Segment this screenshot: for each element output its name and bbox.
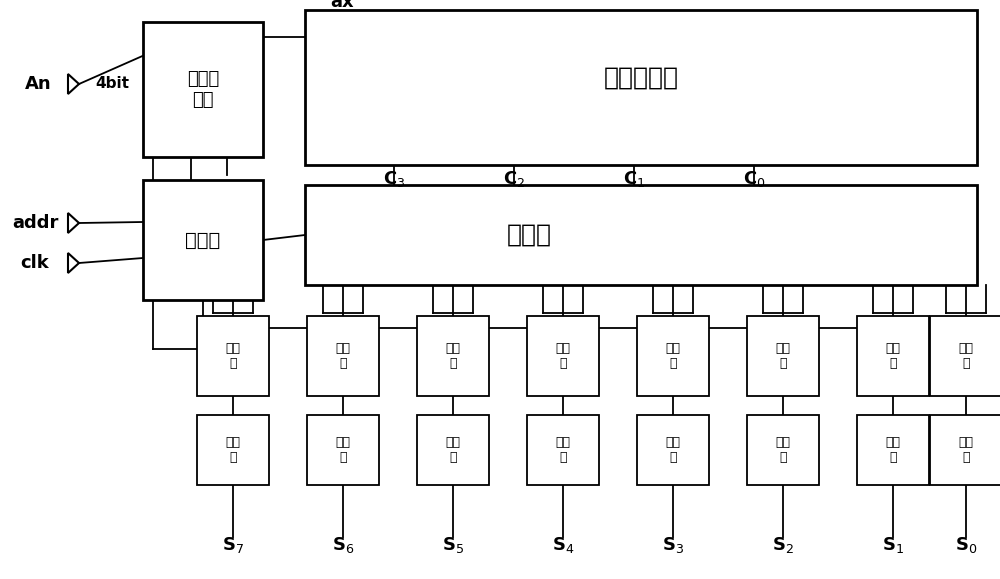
Bar <box>857 316 929 396</box>
Text: 寄存
器: 寄存 器 <box>556 436 570 464</box>
Text: An: An <box>25 75 52 93</box>
Text: $\mathbf{S}_{1}$: $\mathbf{S}_{1}$ <box>882 535 904 555</box>
Bar <box>930 316 1000 396</box>
Text: 加法
器: 加法 器 <box>556 342 570 370</box>
Text: 寄存
器: 寄存 器 <box>446 436 460 464</box>
Text: 寄存
器: 寄存 器 <box>776 436 790 464</box>
Text: 寄存
器: 寄存 器 <box>666 436 680 464</box>
Text: 加法
器: 加法 器 <box>336 342 351 370</box>
Text: addr: addr <box>12 214 58 232</box>
Bar <box>305 10 977 165</box>
Text: $\mathbf{S}_{5}$: $\mathbf{S}_{5}$ <box>442 535 464 555</box>
Bar <box>527 316 599 396</box>
Text: 寄存
器: 寄存 器 <box>226 436 240 464</box>
Text: $\mathbf{C}_{1}$: $\mathbf{C}_{1}$ <box>623 169 645 189</box>
Text: 加法
器: 加法 器 <box>446 342 460 370</box>
Bar <box>527 415 599 485</box>
Text: 4bit: 4bit <box>95 76 129 91</box>
Text: $\mathbf{S}_{2}$: $\mathbf{S}_{2}$ <box>772 535 794 555</box>
Bar <box>143 180 263 300</box>
Bar <box>747 415 819 485</box>
Text: 加法
器: 加法 器 <box>886 342 900 370</box>
Text: $\mathbf{C}_{0}$: $\mathbf{C}_{0}$ <box>743 169 765 189</box>
Text: 加法
器: 加法 器 <box>226 342 240 370</box>
Text: $\mathbf{S}_{4}$: $\mathbf{S}_{4}$ <box>552 535 574 555</box>
Text: 加法
器: 加法 器 <box>776 342 790 370</box>
Text: 寄存
器: 寄存 器 <box>336 436 351 464</box>
Bar <box>637 415 709 485</box>
Text: 数据缓
存器: 数据缓 存器 <box>187 70 219 109</box>
Text: ax: ax <box>330 0 354 11</box>
Text: 移位器: 移位器 <box>507 223 552 247</box>
Text: 加法
器: 加法 器 <box>666 342 680 370</box>
Bar <box>747 316 819 396</box>
Bar <box>930 415 1000 485</box>
Bar <box>197 316 269 396</box>
Bar <box>857 415 929 485</box>
Text: $\mathbf{C}_{2}$: $\mathbf{C}_{2}$ <box>503 169 525 189</box>
Text: 忆阵器阵列: 忆阵器阵列 <box>604 65 678 90</box>
Bar <box>307 316 379 396</box>
Text: $\mathbf{S}_{3}$: $\mathbf{S}_{3}$ <box>662 535 684 555</box>
Text: $\mathbf{S}_{0}$: $\mathbf{S}_{0}$ <box>955 535 977 555</box>
Bar <box>305 185 977 285</box>
Bar <box>307 415 379 485</box>
Bar <box>143 22 263 157</box>
Text: 译码器: 译码器 <box>185 230 221 250</box>
Text: 寄存
器: 寄存 器 <box>958 436 974 464</box>
Text: 寄存
器: 寄存 器 <box>886 436 900 464</box>
Bar <box>417 415 489 485</box>
Text: $\mathbf{S}_{7}$: $\mathbf{S}_{7}$ <box>222 535 244 555</box>
Bar <box>637 316 709 396</box>
Bar <box>417 316 489 396</box>
Text: $\mathbf{C}_{3}$: $\mathbf{C}_{3}$ <box>383 169 405 189</box>
Text: 加法
器: 加法 器 <box>958 342 974 370</box>
Text: clk: clk <box>20 254 49 272</box>
Text: $\mathbf{S}_{6}$: $\mathbf{S}_{6}$ <box>332 535 354 555</box>
Bar <box>197 415 269 485</box>
